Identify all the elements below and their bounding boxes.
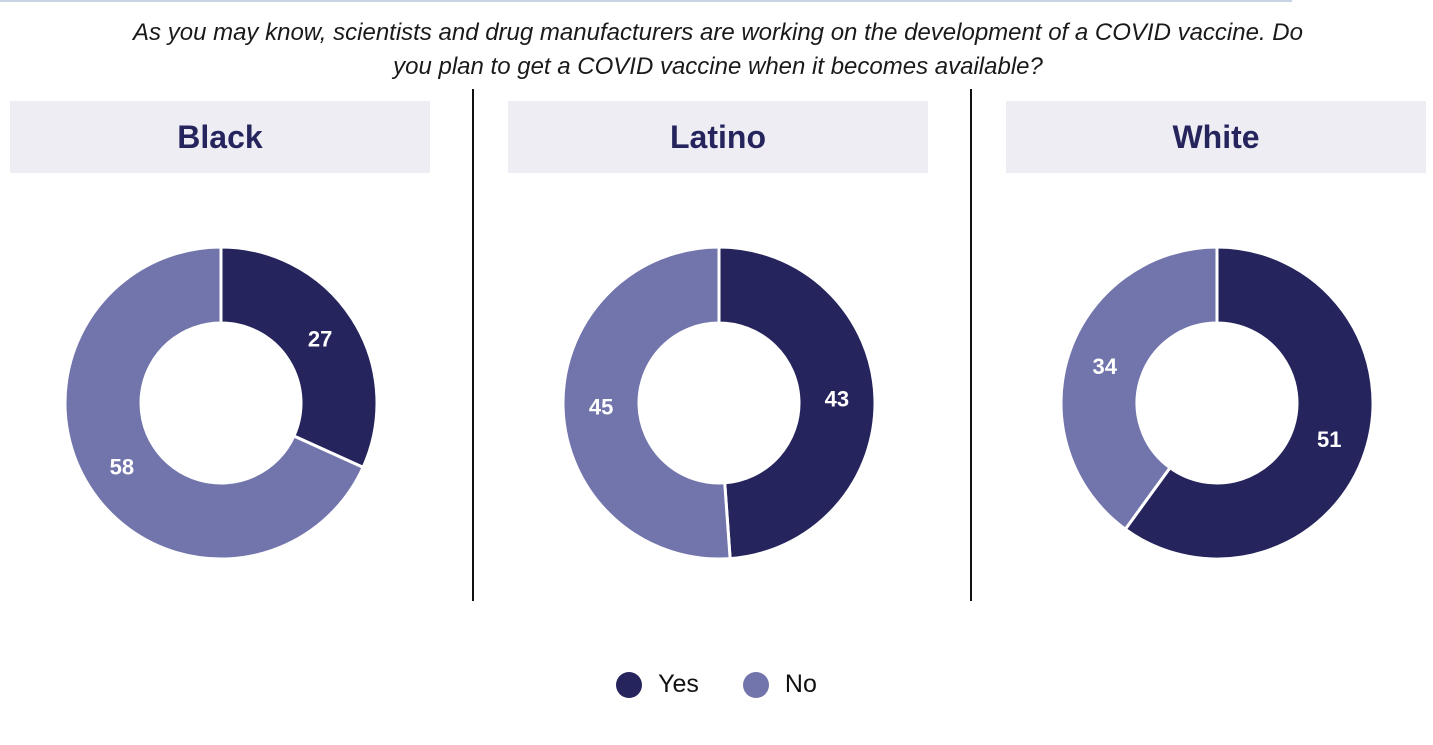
panel-title-black: Black (177, 118, 263, 155)
chart-legend: Yes No (0, 670, 1433, 699)
donut-chart-black: 27 58 (63, 245, 379, 561)
panel-title-latino: Latino (670, 118, 766, 155)
donut-segment-white-no (1059, 245, 1219, 531)
data-label-black-yes: 27 (308, 327, 332, 352)
donut-chart-white: 51 34 (1059, 245, 1375, 561)
legend-label-yes: Yes (658, 670, 699, 698)
data-label-white-yes: 51 (1317, 427, 1341, 452)
panel-header-white: White (1006, 101, 1426, 173)
data-label-latino-yes: 43 (825, 386, 849, 411)
donut-chart-latino: 43 45 (561, 245, 877, 561)
donut-segment-black-no (63, 245, 365, 561)
data-label-white-no: 34 (1093, 354, 1118, 379)
panel-header-latino: Latino (508, 101, 928, 173)
data-label-black-no: 58 (110, 454, 134, 479)
top-rule (0, 0, 1292, 2)
data-label-latino-no: 45 (589, 395, 613, 420)
donut-segment-latino-no (561, 245, 732, 561)
legend-item-yes: Yes (616, 670, 699, 699)
donut-segment-white-yes (1123, 245, 1375, 561)
legend-swatch-yes (616, 671, 643, 698)
panel-divider-2 (970, 89, 972, 601)
survey-question: As you may know, scientists and drug man… (133, 19, 1303, 80)
panel-title-white: White (1172, 118, 1260, 155)
donut-segment-latino-yes (717, 245, 877, 561)
legend-swatch-no (742, 671, 769, 698)
panel-divider-1 (472, 89, 474, 601)
donut-segment-black-yes (219, 245, 379, 469)
legend-label-no: No (784, 670, 817, 698)
legend-item-no: No (742, 670, 817, 699)
panel-header-black: Black (10, 101, 430, 173)
